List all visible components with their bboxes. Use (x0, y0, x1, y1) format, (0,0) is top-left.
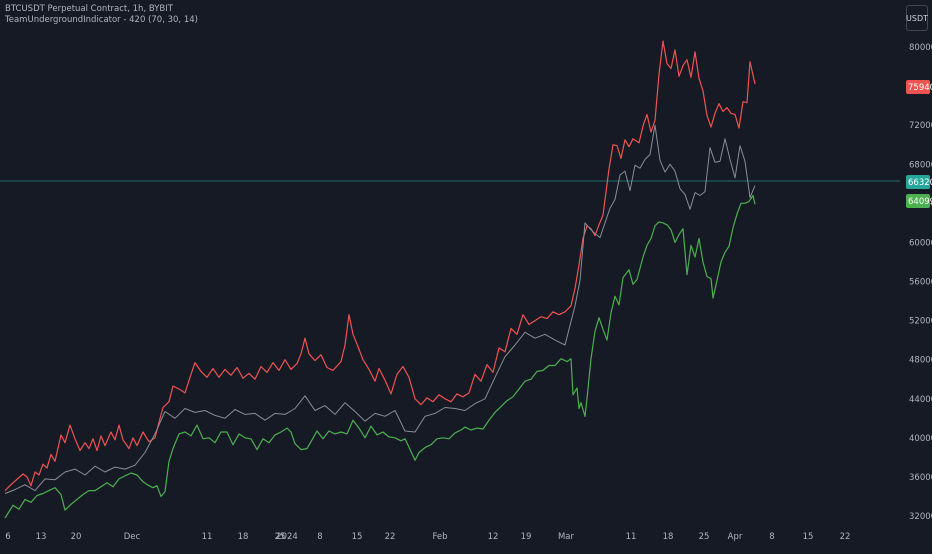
x-tick-label: 11 (202, 532, 213, 542)
y-tick-label: 32000.0 (909, 512, 932, 522)
x-tick-label: 6 (5, 532, 10, 542)
x-tick-label: 15 (803, 532, 814, 542)
x-tick-label: 15 (352, 532, 363, 542)
y-tick-label: 44000.0 (909, 395, 932, 405)
badge-background (906, 80, 930, 94)
x-tick-label: Apr (728, 532, 743, 542)
x-tick-label: 25 (275, 532, 286, 542)
badge-background (906, 175, 930, 189)
current-price-badge: 66320.2 (906, 175, 932, 189)
badge-label: 64099.1 (908, 197, 932, 207)
currency-button[interactable]: USDT (906, 5, 928, 31)
price-line (4, 124, 756, 494)
series-layer (4, 40, 756, 519)
price-badges: 75940.8 66320.2 64099.1 (906, 80, 932, 208)
x-tick-label: 25 (699, 532, 710, 542)
x-tick-label: Feb (432, 532, 447, 542)
badge-background (906, 194, 930, 208)
indicator-title[interactable]: TeamUndergroundIndicator - 420 (70, 30, … (5, 15, 198, 25)
x-tick-label: 18 (663, 532, 674, 542)
chart-legend: BTCUSDT Perpetual Contract, 1h, BYBIT Te… (5, 4, 198, 26)
symbol-title[interactable]: BTCUSDT Perpetual Contract, 1h, BYBIT (5, 4, 173, 14)
y-tick-label: 40000.0 (909, 434, 932, 444)
y-axis[interactable]: 80000.072000.068000.064000.060000.056000… (909, 43, 932, 522)
x-tick-label: 8 (769, 532, 774, 542)
lower-band-line (4, 194, 756, 519)
y-tick-label: 72000.0 (909, 121, 932, 131)
lower-price-badge: 64099.1 (906, 194, 932, 208)
y-tick-label: 80000.0 (909, 43, 932, 53)
y-tick-label: 48000.0 (909, 356, 932, 366)
x-tick-label: 12 (488, 532, 499, 542)
x-tick-label: Mar (558, 532, 575, 542)
y-tick-label: 68000.0 (909, 160, 932, 170)
x-tick-label: Dec (124, 532, 141, 542)
x-tick-label: 13 (36, 532, 47, 542)
x-tick-label: 8 (317, 532, 322, 542)
upper-band-line (4, 40, 756, 492)
y-tick-label: 36000.0 (909, 473, 932, 483)
y-tick-label: 52000.0 (909, 317, 932, 327)
x-tick-label: 2024 (276, 532, 298, 542)
y-tick-label: 56000.0 (909, 278, 932, 288)
upper-price-badge: 75940.8 (906, 80, 932, 94)
badge-label: 75940.8 (908, 83, 932, 93)
x-tick-label: 20 (71, 532, 82, 542)
y-tick-label: 60000.0 (909, 238, 932, 248)
x-tick-label: 22 (840, 532, 851, 542)
x-tick-label: 11 (626, 532, 637, 542)
badge-label: 66320.2 (908, 178, 932, 188)
x-tick-label: 19 (521, 532, 532, 542)
x-tick-label: 22 (385, 532, 396, 542)
x-tick-label: 18 (238, 532, 249, 542)
